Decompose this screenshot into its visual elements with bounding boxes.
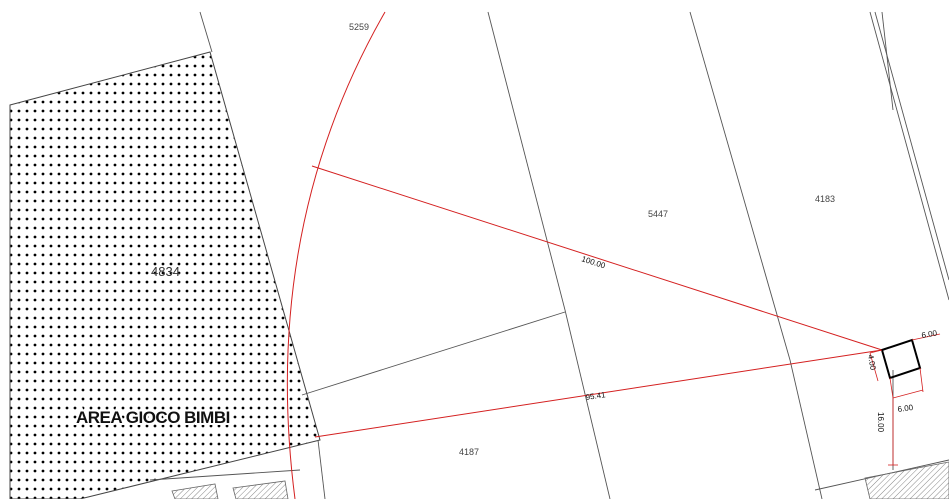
dimension-ticks	[869, 333, 941, 466]
distance-label-top: 100.00	[580, 254, 607, 270]
footprint-box[interactable]	[880, 338, 922, 380]
play-area-parcel[interactable]	[9, 51, 321, 499]
distance-line-top	[311, 165, 883, 351]
parcel-number-4834: 4834	[151, 264, 180, 279]
radius-arc	[286, 11, 386, 499]
distance-line-bottom	[314, 349, 883, 438]
parcel-number-4183: 4183	[815, 194, 835, 204]
buildings	[171, 461, 949, 499]
area-label: AREA GIOCO BIMBI	[76, 408, 230, 427]
box-height-label: 4.00	[866, 354, 878, 371]
box-width-bottom-label: 6.00	[897, 403, 914, 414]
parcel-number-5447: 5447	[648, 209, 668, 219]
parcel-number-4187: 4187	[459, 447, 479, 457]
area-label-halo: AREA GIOCO BIMBI	[76, 408, 230, 427]
offset-down-label: 16.00	[876, 412, 885, 433]
distance-label-bottom: 95.41	[585, 390, 607, 402]
box-width-top-label: 6.00	[921, 328, 938, 340]
parcel-number-5259: 5259	[349, 22, 369, 32]
